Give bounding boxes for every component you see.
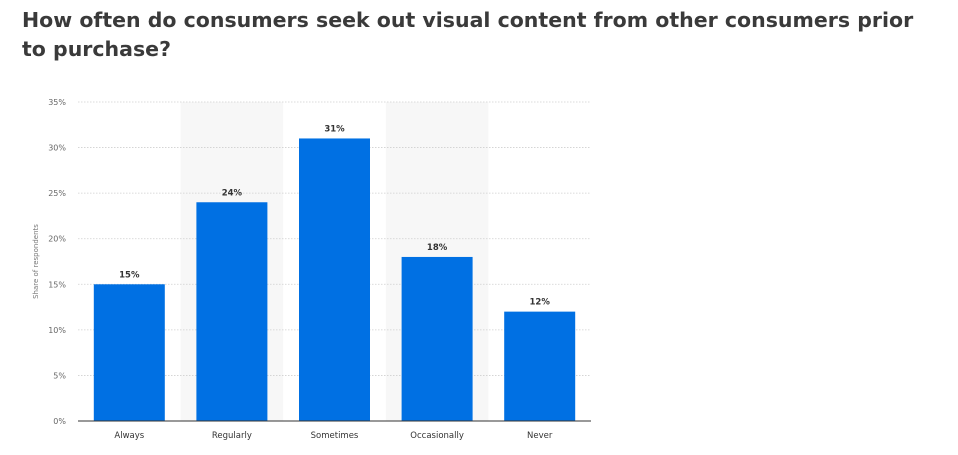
x-axis-category-labels: Always Regularly Sometimes Occasionally Neve… [114,431,552,441]
data-label: 12% [530,298,551,308]
y-tick-label: 35% [48,98,66,107]
data-labels: 15% 24% 31% 18% 12% [119,124,550,307]
y-axis-tick-labels: 0% 5% 10% 15% 20% 25% 30% 35% [48,98,66,426]
y-tick-label: 5% [53,371,66,380]
bar-regularly [196,202,268,421]
x-category-label: Sometimes [311,431,359,441]
bars [93,138,576,421]
x-category-label: Occasionally [410,431,464,441]
bar-occasionally [401,256,473,421]
page-title: How often do consumers seek out visual c… [22,8,914,61]
x-category-label: Regularly [212,431,252,441]
y-tick-label: 25% [48,189,66,198]
y-tick-label: 20% [48,235,66,244]
y-axis-title: Share of respondents [32,224,40,299]
y-tick-label: 30% [48,144,66,153]
bar-sometimes [299,138,370,421]
data-label: 15% [119,270,140,280]
y-tick-label: 0% [53,417,66,426]
bar-never [504,311,576,421]
x-category-label: Never [527,431,553,441]
data-label: 31% [324,124,345,134]
data-label: 24% [222,188,243,198]
x-category-label: Always [114,431,144,441]
bar-always [93,284,165,421]
data-label: 18% [427,243,448,253]
y-tick-label: 10% [48,326,66,335]
y-tick-label: 15% [48,280,66,289]
